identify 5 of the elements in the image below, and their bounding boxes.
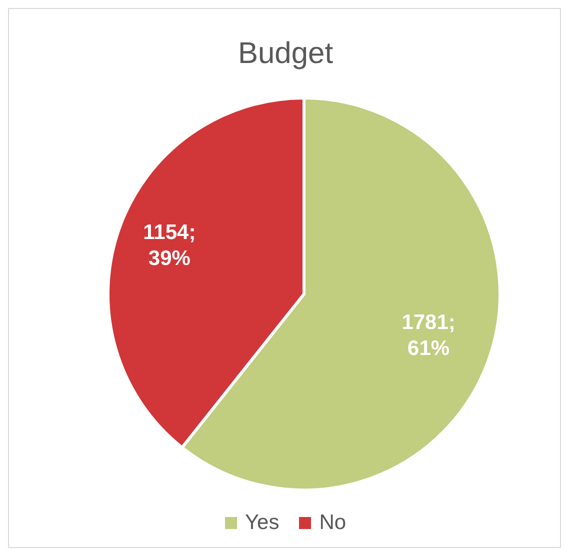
legend-label: Yes — [244, 511, 280, 535]
data-label: 1154; 39% — [143, 220, 196, 270]
data-label: 1781; 61% — [402, 311, 456, 360]
chart-title: Budget — [236, 37, 334, 71]
legend-label: No — [319, 511, 346, 535]
